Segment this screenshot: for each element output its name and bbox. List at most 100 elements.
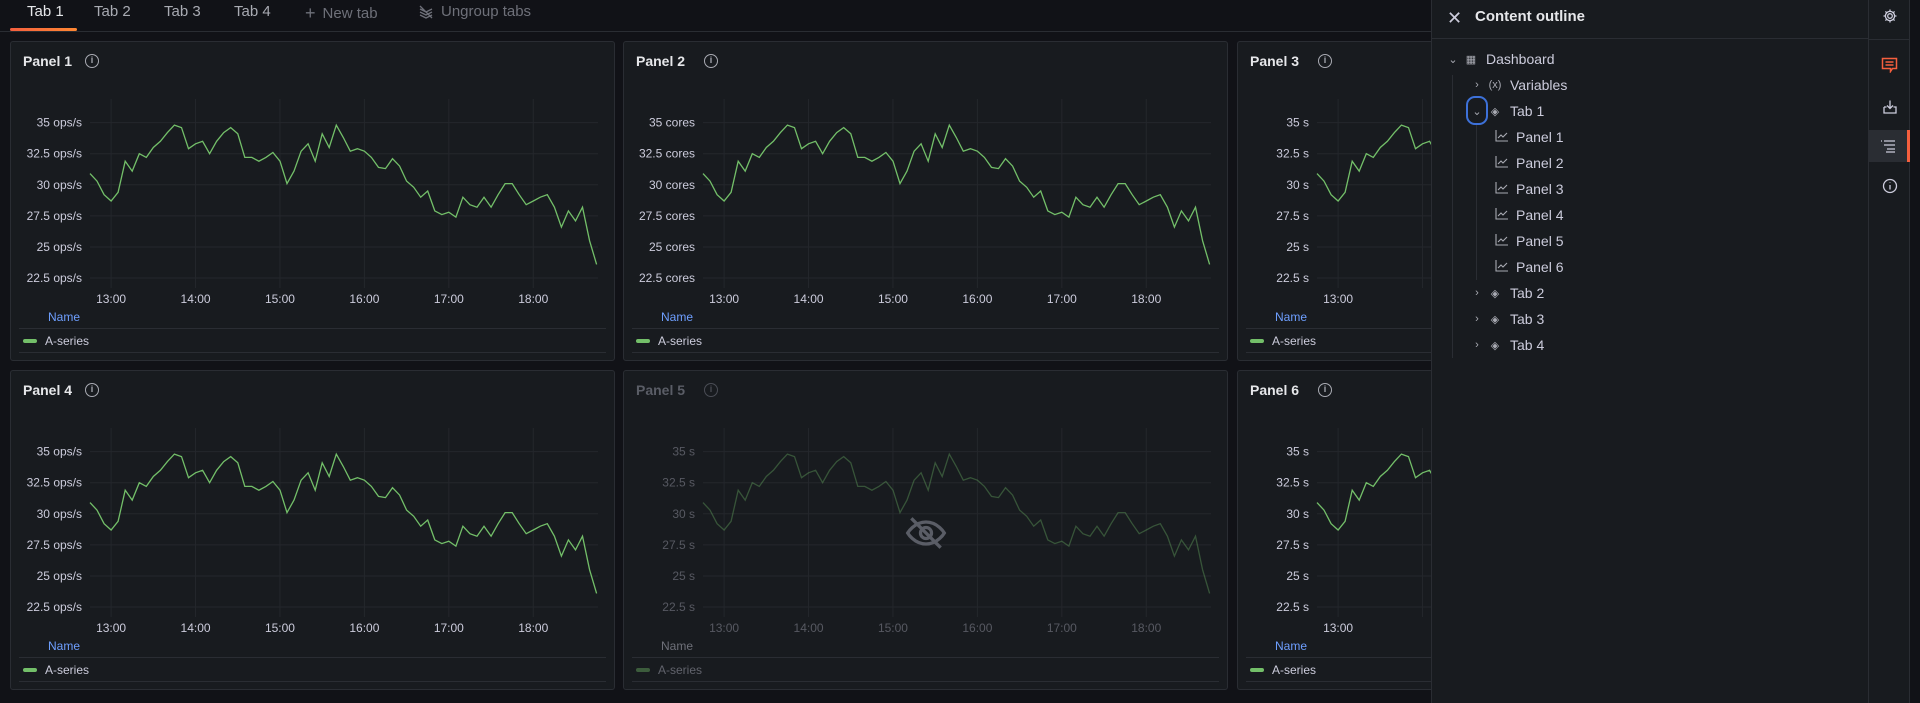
y-tick-label: 27.5 s (1276, 538, 1309, 552)
x-tick-label: 17:00 (1047, 292, 1077, 306)
chart: 35 ops/s 32.5 ops/s 30 ops/s 27.5 ops/s 25 o… (27, 428, 598, 635)
legend-header[interactable]: Name (661, 639, 694, 653)
outline-item-panel-3[interactable]: Panel 3 (1492, 179, 1563, 199)
tab-2[interactable]: Tab 2 (94, 3, 131, 20)
outline-item-panel-1[interactable]: Panel 1 (1492, 127, 1563, 147)
legend-header[interactable]: Name (48, 310, 81, 324)
info-button[interactable] (1869, 170, 1910, 202)
outline-label: Panel 4 (1516, 207, 1564, 223)
series-swatch (636, 339, 650, 343)
outline-item-dashboard[interactable]: ⌄ ▦ Dashboard (1446, 49, 1555, 69)
series-line-a-series[interactable] (702, 123, 1211, 265)
y-tick-label: 30 ops/s (37, 178, 82, 192)
series-swatch (1250, 668, 1264, 672)
legend-label: A-series (658, 334, 703, 348)
x-tick-label: 18:00 (1131, 621, 1161, 635)
legend-item[interactable]: A-series (1250, 334, 1316, 348)
chevron-right-icon[interactable]: › (1475, 313, 1479, 325)
info-icon[interactable]: i (704, 54, 718, 68)
legend-item[interactable]: A-series (23, 334, 89, 348)
series-line-a-series[interactable] (1316, 453, 1431, 593)
outline-label: Dashboard (1486, 51, 1555, 67)
ungroup-tabs-button[interactable]: Ungroup tabs (418, 3, 531, 20)
y-tick-label: 35 cores (649, 116, 695, 130)
legend-item[interactable]: A-series (23, 663, 89, 677)
toolbar-divider (1869, 39, 1910, 40)
outline-label: Panel 1 (1516, 129, 1564, 145)
tab-3[interactable]: Tab 3 (164, 3, 201, 20)
x-tick-label: 16:00 (349, 621, 379, 635)
series-line-a-series[interactable] (1316, 124, 1431, 264)
legend-divider (19, 681, 606, 682)
outline-item-panel-6[interactable]: Panel 6 (1492, 257, 1563, 277)
x-tick-label: 17:00 (434, 621, 464, 635)
chevron-right-icon[interactable]: › (1475, 287, 1479, 299)
series-line-a-series[interactable] (702, 452, 1211, 594)
info-icon (1882, 178, 1897, 194)
legend-header[interactable]: Name (1275, 310, 1308, 324)
panel-3[interactable]: Panel 3 i 35 s 32.5 s 30 s 27.5 s 25 s 22.5 s 13… (1237, 41, 1431, 361)
panel-1[interactable]: Panel 1 i 35 ops/s 32.5 ops/s 30 ops/s 27.5 o… (10, 41, 615, 361)
chevron-down-icon[interactable]: ⌄ (1448, 53, 1458, 66)
outline-label: Tab 2 (1510, 285, 1545, 301)
info-icon[interactable]: i (704, 383, 718, 397)
legend-label: A-series (45, 334, 90, 348)
info-icon[interactable]: i (85, 383, 99, 397)
tab-1[interactable]: Tab 1 (27, 3, 64, 20)
outline-item-tab-1[interactable]: ⌄ ◈ Tab 1 (1470, 101, 1544, 121)
outline-button[interactable] (1869, 130, 1910, 162)
legend-header[interactable]: Name (661, 310, 694, 324)
panel-2[interactable]: Panel 2 i 35 cores 32.5 cores 30 cores 27.5 c… (623, 41, 1228, 361)
legend-item[interactable]: A-series (636, 663, 702, 677)
panel-title: Panel 6 (1250, 382, 1300, 398)
panel-5[interactable]: Panel 5 i 35 s 32.5 s 30 s 27.5 s 25 s 22.5 s 13… (623, 370, 1228, 690)
chevron-down-icon[interactable]: ⌄ (1472, 105, 1482, 118)
outline-label: Tab 4 (1510, 337, 1545, 353)
series-line-a-series[interactable] (89, 452, 598, 594)
legend-header[interactable]: Name (48, 639, 81, 653)
panel-6[interactable]: Panel 6 i 35 s 32.5 s 30 s 27.5 s 25 s 22.5 s 13… (1237, 370, 1431, 690)
outline-item-panel-2[interactable]: Panel 2 (1492, 153, 1563, 173)
x-tick-label: 13:00 (96, 621, 126, 635)
legend-divider (19, 657, 606, 658)
close-icon[interactable]: ✕ (1447, 8, 1463, 28)
layers-icon: ◈ (1490, 105, 1500, 118)
x-tick-label: 15:00 (265, 292, 295, 306)
x-tick-label: 16:00 (349, 292, 379, 306)
y-tick-label: 25 s (672, 569, 695, 583)
comments-button[interactable] (1869, 49, 1910, 81)
new-tab-button[interactable]: + New tab (305, 3, 378, 24)
info-icon[interactable]: i (85, 54, 99, 68)
legend-header[interactable]: Name (1275, 639, 1308, 653)
comment-icon (1881, 57, 1898, 73)
y-tick-label: 32.5 ops/s (27, 476, 82, 490)
outline-item-tab-4[interactable]: › ◈ Tab 4 (1470, 335, 1544, 355)
x-tick-label: 18:00 (1131, 292, 1161, 306)
settings-button[interactable] (1869, 0, 1910, 32)
outline-item-tab-3[interactable]: › ◈ Tab 3 (1470, 309, 1544, 329)
y-tick-label: 27.5 s (662, 538, 695, 552)
chart: 35 cores 32.5 cores 30 cores 27.5 cores 25 c… (639, 99, 1211, 306)
legend-item[interactable]: A-series (636, 334, 702, 348)
outline-item-tab-2[interactable]: › ◈ Tab 2 (1470, 283, 1544, 303)
chevron-right-icon[interactable]: › (1475, 79, 1479, 91)
info-icon[interactable]: i (1318, 54, 1332, 68)
outline-item-panel-4[interactable]: Panel 4 (1492, 205, 1563, 225)
legend-divider (632, 328, 1219, 329)
panel-grid: Panel 1 i 35 ops/s 32.5 ops/s 30 ops/s 27.5 o… (10, 41, 1431, 690)
outline-label: Tab 3 (1510, 311, 1545, 327)
y-tick-label: 32.5 s (662, 476, 695, 490)
export-button[interactable] (1869, 91, 1910, 123)
series-line-a-series[interactable] (89, 123, 598, 265)
outline-item-panel-5[interactable]: Panel 5 (1492, 231, 1563, 251)
outline-title: Content outline (1475, 8, 1585, 25)
outline-item-variables[interactable]: › (x) Variables (1470, 75, 1567, 95)
panel-4[interactable]: Panel 4 i 35 ops/s 32.5 ops/s 30 ops/s 27.5 o… (10, 370, 615, 690)
x-tick-label: 13:00 (709, 621, 739, 635)
tab-4[interactable]: Tab 4 (234, 3, 271, 20)
y-tick-label: 22.5 s (662, 600, 695, 614)
legend-item[interactable]: A-series (1250, 663, 1316, 677)
graph-icon (1492, 129, 1510, 145)
chevron-right-icon[interactable]: › (1475, 339, 1479, 351)
info-icon[interactable]: i (1318, 383, 1332, 397)
